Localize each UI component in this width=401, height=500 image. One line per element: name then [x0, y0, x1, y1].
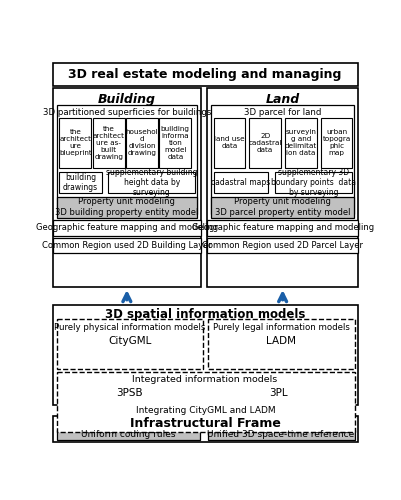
Text: Common Region used 2D Parcel Layer: Common Region used 2D Parcel Layer — [202, 241, 363, 250]
Bar — [207, 238, 358, 254]
Bar — [275, 172, 352, 193]
Text: the
architect
ure
blueprint: the architect ure blueprint — [59, 130, 92, 156]
Bar — [93, 118, 125, 168]
Text: supplementary building
height data by
surveying: supplementary building height data by su… — [106, 168, 197, 198]
Text: Unified 3D space-time reference: Unified 3D space-time reference — [207, 430, 355, 438]
Bar — [57, 320, 203, 369]
Bar — [59, 118, 91, 168]
Text: 2D
cadastral
data: 2D cadastral data — [249, 133, 282, 153]
Bar — [61, 385, 198, 400]
Bar — [61, 332, 199, 349]
Text: Geographic feature mapping and modeling: Geographic feature mapping and modeling — [36, 224, 218, 232]
Bar — [249, 118, 281, 168]
Bar — [59, 172, 102, 193]
Bar — [160, 118, 191, 168]
Text: 3D spatial information models: 3D spatial information models — [105, 308, 305, 320]
Text: building
informa
tion
model
data: building informa tion model data — [161, 126, 190, 160]
Text: Infrastructural Frame: Infrastructural Frame — [130, 417, 281, 430]
Text: urban
topogra
phic
map: urban topogra phic map — [322, 130, 350, 156]
Text: Geographic feature mapping and modeling: Geographic feature mapping and modeling — [192, 224, 374, 232]
Text: Integrated information models: Integrated information models — [132, 375, 278, 384]
Text: Purely physical information models: Purely physical information models — [54, 322, 206, 332]
Text: Building: Building — [98, 93, 156, 106]
Bar — [61, 404, 352, 417]
Text: Property unit modeling
3D parcel property entity model: Property unit modeling 3D parcel propert… — [215, 198, 350, 217]
Bar — [207, 88, 358, 287]
Bar — [207, 220, 358, 236]
Text: 3PL: 3PL — [269, 388, 288, 398]
Bar — [57, 372, 355, 432]
Bar — [53, 220, 201, 236]
Bar — [208, 320, 355, 369]
Bar — [214, 172, 268, 193]
Text: 3D real estate modeling and managing: 3D real estate modeling and managing — [69, 68, 342, 81]
Text: Integrating CityGML and LADM: Integrating CityGML and LADM — [136, 406, 276, 415]
Text: 3PSB: 3PSB — [116, 388, 142, 398]
Bar — [211, 106, 354, 214]
Text: 3D parcel for land: 3D parcel for land — [244, 108, 321, 117]
Bar — [108, 172, 195, 193]
Bar — [321, 118, 352, 168]
Bar — [53, 238, 201, 254]
Bar — [53, 305, 358, 405]
Text: land use
data: land use data — [214, 136, 245, 149]
Text: the
architect
ure as-
built
drawing: the architect ure as- built drawing — [93, 126, 125, 160]
Bar — [57, 106, 197, 214]
Text: Property unit modeling
3D building property entity model: Property unit modeling 3D building prope… — [55, 198, 198, 217]
Text: Common Region used 2D Building Layer: Common Region used 2D Building Layer — [42, 241, 212, 250]
Bar — [211, 197, 354, 218]
Text: LADM: LADM — [266, 336, 296, 346]
Bar — [57, 430, 200, 440]
Bar — [208, 430, 355, 440]
Bar — [53, 416, 358, 442]
Text: supplementary 3D
boundary points  data
by surveying: supplementary 3D boundary points data by… — [271, 168, 356, 198]
Bar — [212, 332, 351, 349]
Text: CityGML: CityGML — [108, 336, 152, 346]
Bar — [207, 385, 351, 400]
Text: surveyin
g and
delimitat
ion data: surveyin g and delimitat ion data — [285, 130, 317, 156]
Bar — [53, 88, 201, 287]
Bar — [126, 118, 158, 168]
Text: Uniform coding rules: Uniform coding rules — [81, 430, 176, 438]
Bar — [214, 118, 245, 168]
Bar — [53, 63, 358, 86]
Text: househol
d
division
drawing: househol d division drawing — [126, 130, 158, 156]
Text: 3D partitioned superficies for buildings: 3D partitioned superficies for buildings — [43, 108, 211, 117]
Text: cadastral maps: cadastral maps — [211, 178, 270, 187]
Text: Purely legal information models: Purely legal information models — [213, 322, 350, 332]
Text: building
drawings: building drawings — [63, 172, 98, 192]
Bar — [285, 118, 317, 168]
Text: Land: Land — [265, 93, 300, 106]
Bar — [57, 197, 197, 218]
